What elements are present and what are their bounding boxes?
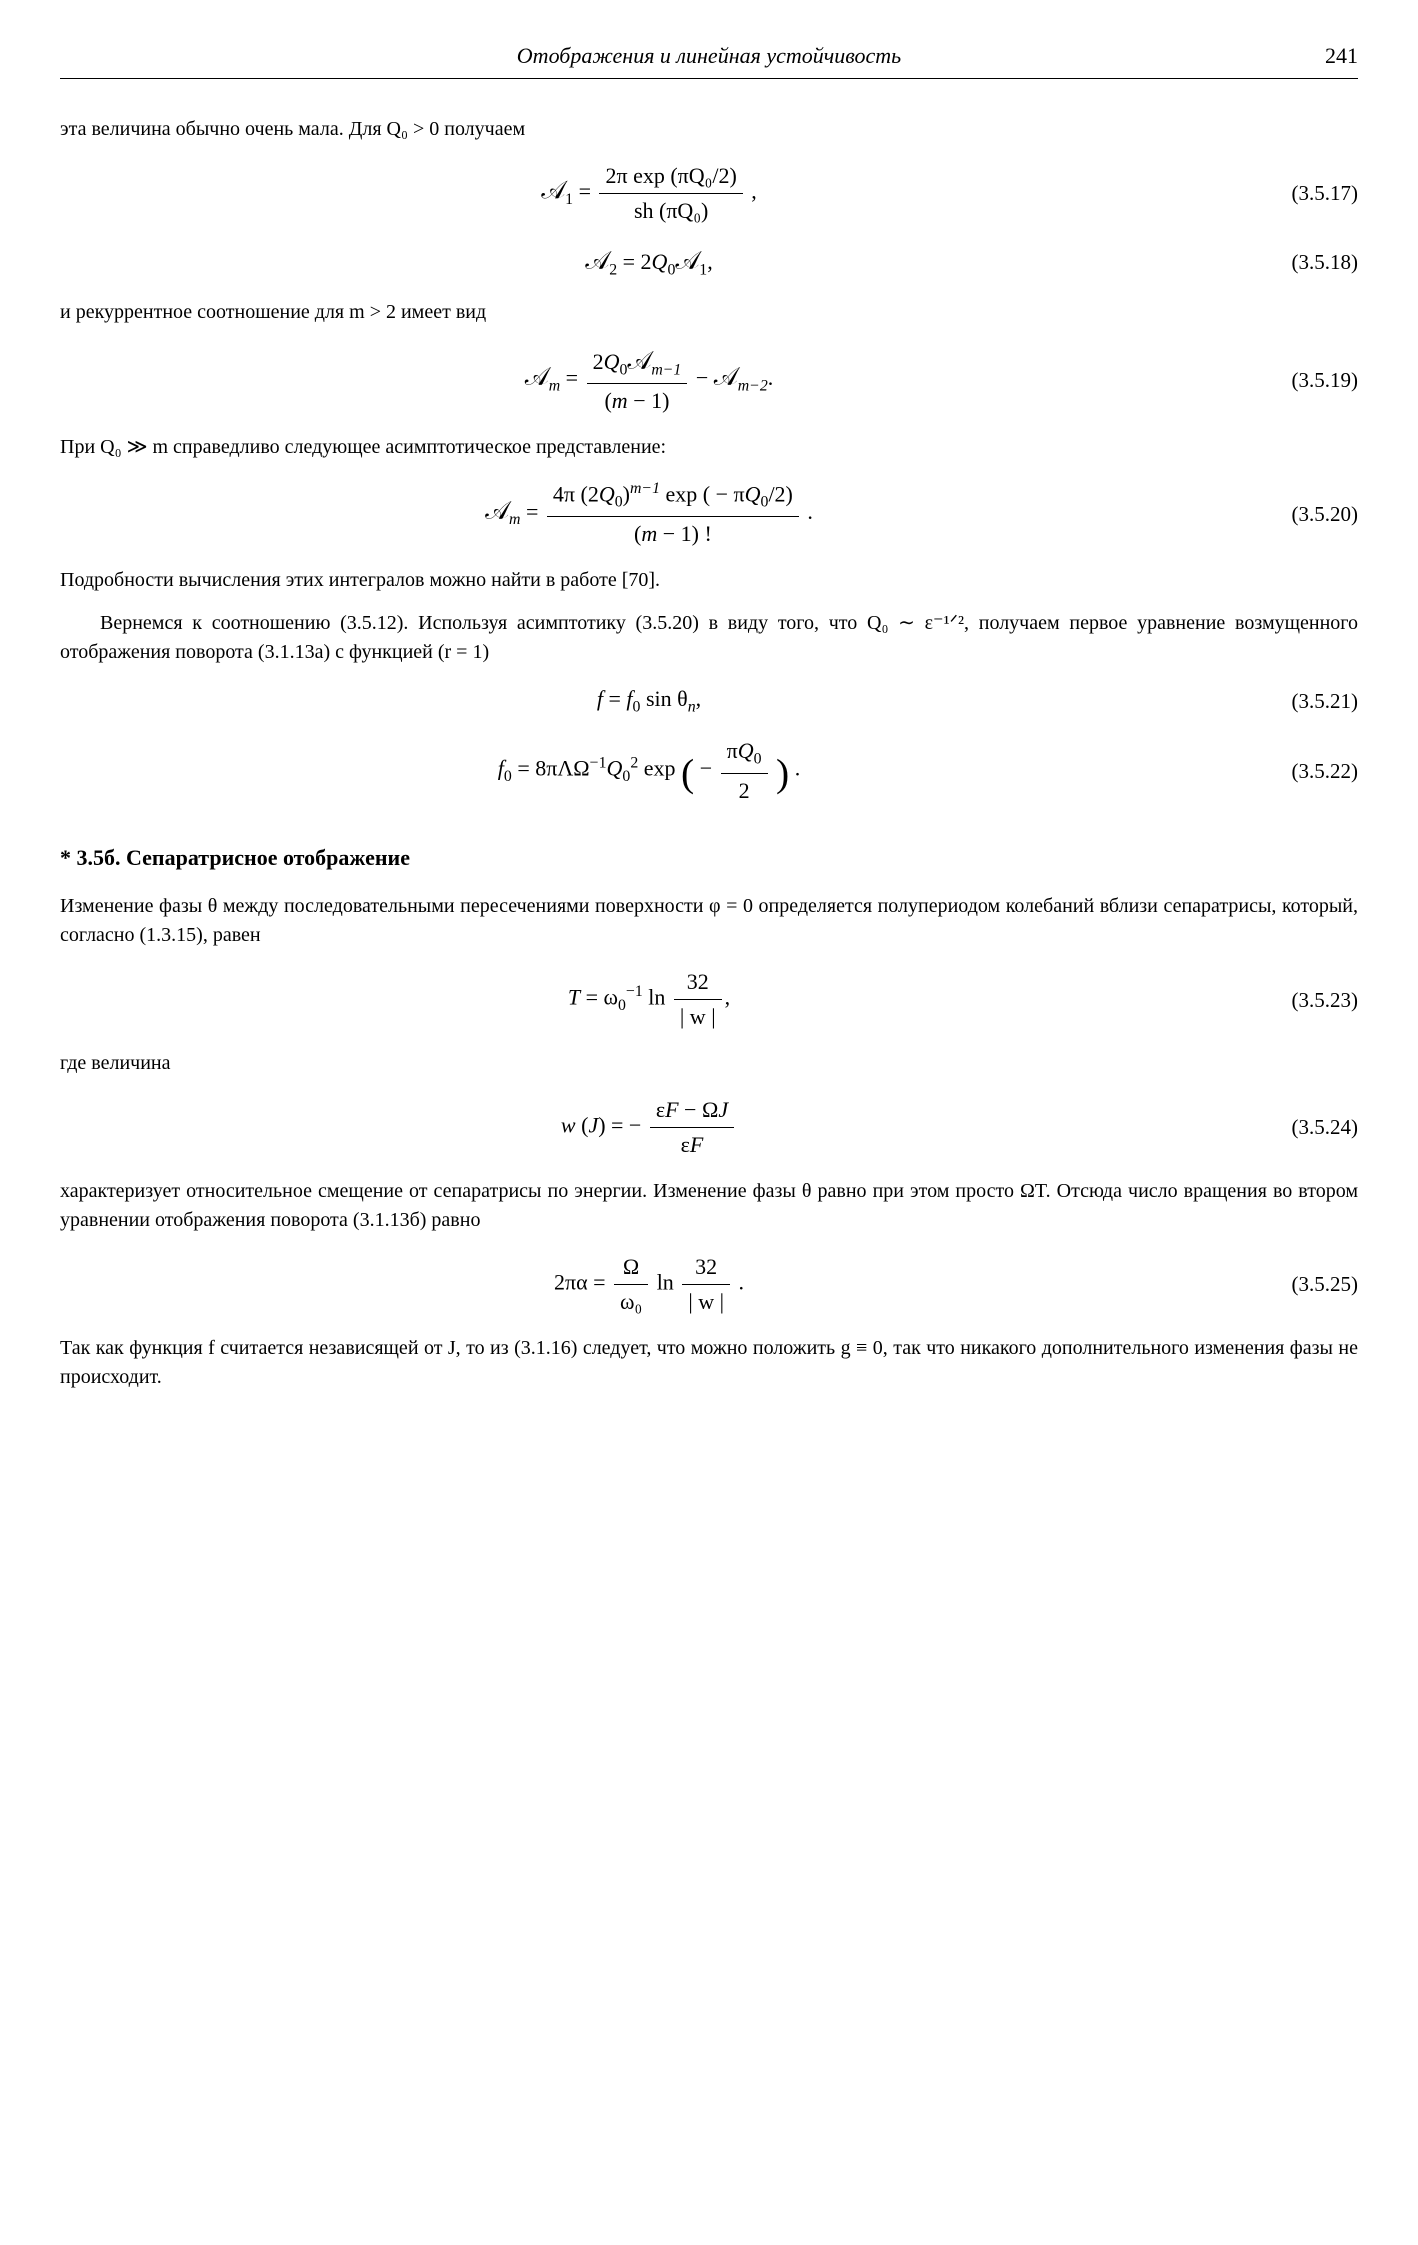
equation-number: (3.5.18) bbox=[1238, 247, 1358, 277]
paragraph: эта величина обычно очень мала. Для Q₀ >… bbox=[60, 115, 1358, 144]
equation-3-5-23: T = ω0−1 ln 32 | w | , (3.5.23) bbox=[60, 966, 1358, 1033]
paragraph: При Q₀ ≫ m справедливо следующее асимпто… bbox=[60, 433, 1358, 462]
paragraph: Изменение фазы θ между последовательными… bbox=[60, 892, 1358, 950]
page-header: Отображения и линейная устойчивость 241 bbox=[60, 40, 1358, 79]
equation-number: (3.5.24) bbox=[1238, 1112, 1358, 1142]
paragraph: Подробности вычисления этих интегралов м… bbox=[60, 566, 1358, 595]
equation-3-5-24: w (J) = − εF − ΩJ εF (3.5.24) bbox=[60, 1094, 1358, 1161]
equation-3-5-18: 𝒜2 = 2Q0𝒜1, (3.5.18) bbox=[60, 243, 1358, 282]
page-number: 241 bbox=[1278, 40, 1358, 72]
equation-number: (3.5.17) bbox=[1238, 178, 1358, 208]
equation-3-5-20: 𝒜m = 4π (2Q0)m−1 exp ( − πQ0/2) (m − 1) … bbox=[60, 478, 1358, 550]
equation-number: (3.5.23) bbox=[1238, 985, 1358, 1015]
equation-number: (3.5.25) bbox=[1238, 1269, 1358, 1299]
paragraph: характеризует относительное смещение от … bbox=[60, 1177, 1358, 1235]
eq-lhs: 𝒜 bbox=[541, 176, 565, 204]
equation-number: (3.5.21) bbox=[1238, 686, 1358, 716]
paragraph: Так как функция f считается независящей … bbox=[60, 1334, 1358, 1392]
equation-3-5-22: f0 = 8πΛΩ−1Q02 exp ( − πQ0 2 ) . (3.5.22… bbox=[60, 735, 1358, 806]
equation-number: (3.5.22) bbox=[1238, 756, 1358, 786]
running-title: Отображения и линейная устойчивость bbox=[140, 40, 1278, 72]
section-heading: * 3.5б. Сепаратрисное отображение bbox=[60, 842, 1358, 874]
paragraph: и рекуррентное соотношение для m > 2 име… bbox=[60, 298, 1358, 327]
paragraph: Вернемся к соотношению (3.5.12). Использ… bbox=[60, 609, 1358, 667]
equation-3-5-17: 𝒜1 = 2π exp (πQ₀/2) sh (πQ₀) , (3.5.17) bbox=[60, 160, 1358, 227]
equation-3-5-25: 2πα = Ω ω₀ ln 32 | w | . (3.5.25) bbox=[60, 1251, 1358, 1318]
equation-3-5-19: 𝒜m = 2Q0𝒜m−1 (m − 1) − 𝒜m−2. (3.5.19) bbox=[60, 343, 1358, 417]
equation-3-5-21: f = f0 sin θn, (3.5.21) bbox=[60, 683, 1358, 719]
paragraph: где величина bbox=[60, 1049, 1358, 1078]
equation-number: (3.5.19) bbox=[1238, 365, 1358, 395]
equation-number: (3.5.20) bbox=[1238, 499, 1358, 529]
